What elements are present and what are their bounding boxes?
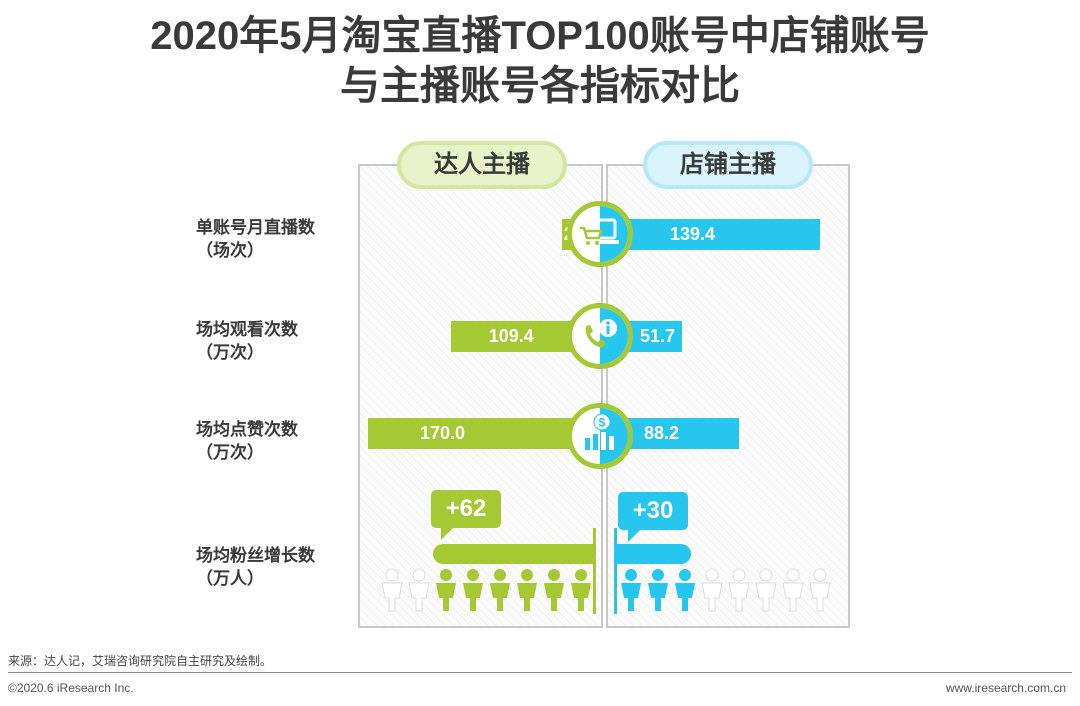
website-link[interactable]: www.iresearch.com.cn <box>945 681 1066 695</box>
chart-title-line1: 2020年5月淘宝直播TOP100账号中店铺账号 <box>150 14 930 58</box>
category-label-views: 场均观看次数 （万次） <box>196 318 298 364</box>
computer-cart-icon <box>567 201 633 267</box>
svg-text:$: $ <box>599 416 606 430</box>
fans-bar-influencer <box>432 544 594 564</box>
category-label-line2: （万人） <box>196 569 264 588</box>
phone-info-icon <box>567 303 633 369</box>
bar-value-label: 88.2 <box>644 423 680 443</box>
bar-influencer-likes: 170.0 <box>368 418 600 449</box>
bar-value-label: 109.4 <box>488 326 534 346</box>
fans-bar-store <box>616 544 691 564</box>
chart-title-line2: 与主播账号各指标对比 <box>340 64 740 108</box>
money-chart-icon: $ <box>567 403 633 469</box>
footer-divider <box>8 672 1072 673</box>
category-label-monthly-streams: 单账号月直播数 （场次） <box>196 216 315 262</box>
bar-value-label: 170.0 <box>420 423 466 443</box>
category-label-line2: （场次） <box>196 241 264 260</box>
category-label-line1: 场均点赞次数 <box>196 420 298 439</box>
bar-value-label: 51.7 <box>640 326 676 346</box>
category-label-line1: 单账号月直播数 <box>196 218 315 237</box>
category-label-line2: （万次） <box>196 343 264 362</box>
center-divider-green <box>593 528 596 614</box>
fans-bubble-store: +30 <box>618 492 688 542</box>
category-label-fans: 场均粉丝增长数 （万人） <box>196 544 315 590</box>
category-label-line1: 场均粉丝增长数 <box>196 546 315 565</box>
legend-store: 店铺主播 <box>643 141 813 189</box>
category-label-line2: （万次） <box>196 443 264 462</box>
category-label-likes: 场均点赞次数 （万次） <box>196 418 298 464</box>
source-note: 来源：达人记，艾瑞咨询研究院自主研究及绘制。 <box>8 654 273 668</box>
bar-value-label: 139.4 <box>670 224 716 244</box>
center-divider-blue <box>614 528 617 614</box>
copyright: ©2020.6 iResearch Inc. <box>8 681 134 695</box>
bar-store-monthly-streams: 139.4 <box>600 219 821 250</box>
legend-influencer: 达人主播 <box>397 141 567 189</box>
category-label-line1: 场均观看次数 <box>196 320 298 339</box>
fans-bubble-influencer: +62 <box>431 490 501 540</box>
